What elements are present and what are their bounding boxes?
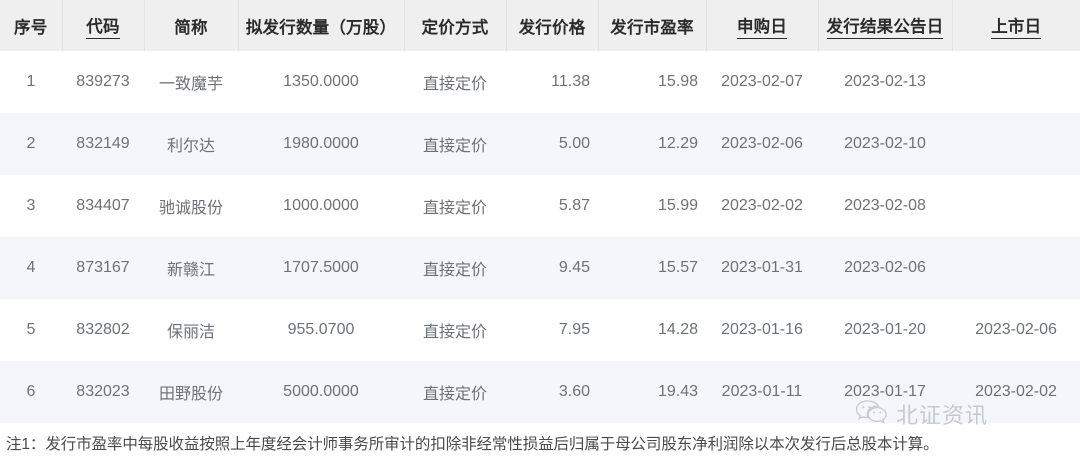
cell-result-date: 2023-02-08 <box>844 197 926 214</box>
cell-code[interactable]: 832802 <box>76 321 130 338</box>
cell-subscription-date: 2023-01-11 <box>721 383 803 400</box>
cell-result-date: 2023-01-17 <box>844 383 926 400</box>
column-header-subscription-date-label[interactable]: 申购日 <box>736 13 788 39</box>
cell-quantity: 1980.0000 <box>283 135 359 152</box>
column-header-short-name: 简称 <box>144 0 239 51</box>
cell-seq: 6 <box>26 383 36 400</box>
cell-short-name: 一致魔芋 <box>158 76 223 93</box>
cell-result-date: 2023-02-10 <box>844 135 926 152</box>
cell-pricing-mode: 直接定价 <box>422 386 487 403</box>
cell-seq: 3 <box>26 197 36 214</box>
cell-price: 3.60 <box>558 383 590 400</box>
cell-listing-date <box>952 113 1080 175</box>
cell-pe-ratio: 15.98 <box>657 73 698 90</box>
cell-pricing-mode: 直接定价 <box>422 76 487 93</box>
column-header-short-name-label: 简称 <box>174 18 208 37</box>
cell-subscription-date: 2023-02-07 <box>721 73 803 90</box>
cell-short-name: 保丽洁 <box>166 324 215 341</box>
cell-short-name: 驰诚股份 <box>158 200 223 217</box>
column-header-pe-ratio: 发行市盈率 <box>598 0 707 51</box>
cell-quantity: 1707.5000 <box>283 259 359 276</box>
cell-result-date: 2023-01-20 <box>844 321 926 338</box>
cell-short-name: 田野股份 <box>158 386 223 403</box>
table-header: 序号 代码 简称 拟发行数量（万股） 定价方式 发行价格 发行市盈率 申购日 <box>0 0 1080 51</box>
column-header-code[interactable]: 代码 <box>62 0 145 51</box>
column-header-price-label: 发行价格 <box>518 18 586 37</box>
table-row: 3 834407 驰诚股份 1000.0000 直接定价 5.87 15.99 2023-02… <box>0 175 1080 237</box>
cell-code[interactable]: 832023 <box>76 383 130 400</box>
cell-quantity: 5000.0000 <box>283 383 359 400</box>
cell-result-date: 2023-02-06 <box>844 259 926 276</box>
cell-quantity: 1000.0000 <box>283 197 359 214</box>
cell-pe-ratio: 14.28 <box>657 321 698 338</box>
cell-price: 7.95 <box>558 321 590 338</box>
column-header-pricing-mode-label: 定价方式 <box>421 18 489 37</box>
table-row: 2 832149 利尔达 1980.0000 直接定价 5.00 12.29 2023-02-… <box>0 113 1080 175</box>
cell-price: 5.87 <box>558 197 590 214</box>
cell-pricing-mode: 直接定价 <box>422 138 487 155</box>
cell-listing-date: 2023-02-02 <box>975 383 1057 400</box>
cell-pricing-mode: 直接定价 <box>422 262 487 279</box>
cell-quantity: 955.0700 <box>287 321 355 338</box>
cell-subscription-date: 2023-02-06 <box>721 135 803 152</box>
cell-listing-date <box>952 237 1080 299</box>
cell-price: 9.45 <box>558 259 590 276</box>
cell-subscription-date: 2023-01-31 <box>721 259 803 276</box>
column-header-listing-date-label[interactable]: 上市日 <box>991 13 1042 39</box>
cell-seq: 5 <box>26 321 36 338</box>
column-header-pricing-mode: 定价方式 <box>404 0 507 51</box>
cell-pe-ratio: 19.43 <box>657 383 698 400</box>
cell-seq: 2 <box>26 135 36 152</box>
column-header-subscription-date[interactable]: 申购日 <box>706 0 819 51</box>
column-header-pe-ratio-label: 发行市盈率 <box>610 18 694 37</box>
table-row: 5 832802 保丽洁 955.0700 直接定价 7.95 14.28 2023-01-1… <box>0 299 1080 361</box>
column-header-code-label[interactable]: 代码 <box>86 13 120 39</box>
table-footnote: 注1：发行市盈率中每股收益按照上年度经会计师事务所审计的扣除非经常性损益后归属于… <box>6 436 939 453</box>
column-header-result-date-label[interactable]: 发行结果公告日 <box>826 13 944 39</box>
cell-code[interactable]: 873167 <box>76 259 130 276</box>
cell-subscription-date: 2023-02-02 <box>721 197 803 214</box>
column-header-seq: 序号 <box>0 0 63 51</box>
table-header-row: 序号 代码 简称 拟发行数量（万股） 定价方式 发行价格 发行市盈率 申购日 <box>0 0 1080 51</box>
cell-code[interactable]: 839273 <box>76 73 130 90</box>
column-header-quantity: 拟发行数量（万股） <box>238 0 405 51</box>
table-body: 1 839273 一致魔芋 1350.0000 直接定价 11.38 15.98 2023-0… <box>0 51 1080 423</box>
cell-seq: 4 <box>26 259 36 276</box>
table-row: 6 832023 田野股份 5000.0000 直接定价 3.60 19.43 2023-01… <box>0 361 1080 423</box>
ipo-issuance-table: 序号 代码 简称 拟发行数量（万股） 定价方式 发行价格 发行市盈率 申购日 <box>0 0 1080 423</box>
cell-short-name: 利尔达 <box>166 138 215 155</box>
cell-pricing-mode: 直接定价 <box>422 324 487 341</box>
cell-listing-date <box>952 175 1080 237</box>
cell-pe-ratio: 15.99 <box>657 197 698 214</box>
cell-pe-ratio: 12.29 <box>657 135 698 152</box>
cell-price: 11.38 <box>551 73 590 90</box>
cell-result-date: 2023-02-13 <box>844 73 926 90</box>
table-row: 4 873167 新赣江 1707.5000 直接定价 9.45 15.57 2023-01-… <box>0 237 1080 299</box>
column-header-result-date[interactable]: 发行结果公告日 <box>818 0 953 51</box>
cell-short-name: 新赣江 <box>166 262 215 279</box>
table-row: 1 839273 一致魔芋 1350.0000 直接定价 11.38 15.98 2023-0… <box>0 51 1080 113</box>
cell-pricing-mode: 直接定价 <box>422 200 487 217</box>
column-header-price: 发行价格 <box>506 0 599 51</box>
cell-price: 5.00 <box>558 135 590 152</box>
column-header-quantity-label: 拟发行数量（万股） <box>245 18 397 37</box>
cell-pe-ratio: 15.57 <box>657 259 698 276</box>
cell-subscription-date: 2023-01-16 <box>721 321 803 338</box>
cell-listing-date: 2023-02-06 <box>975 321 1057 338</box>
cell-quantity: 1350.0000 <box>283 73 359 90</box>
cell-code[interactable]: 832149 <box>76 135 130 152</box>
column-header-listing-date[interactable]: 上市日 <box>952 0 1080 51</box>
cell-listing-date <box>952 51 1080 113</box>
cell-seq: 1 <box>26 73 36 90</box>
column-header-seq-label: 序号 <box>14 18 48 37</box>
cell-code[interactable]: 834407 <box>76 197 130 214</box>
